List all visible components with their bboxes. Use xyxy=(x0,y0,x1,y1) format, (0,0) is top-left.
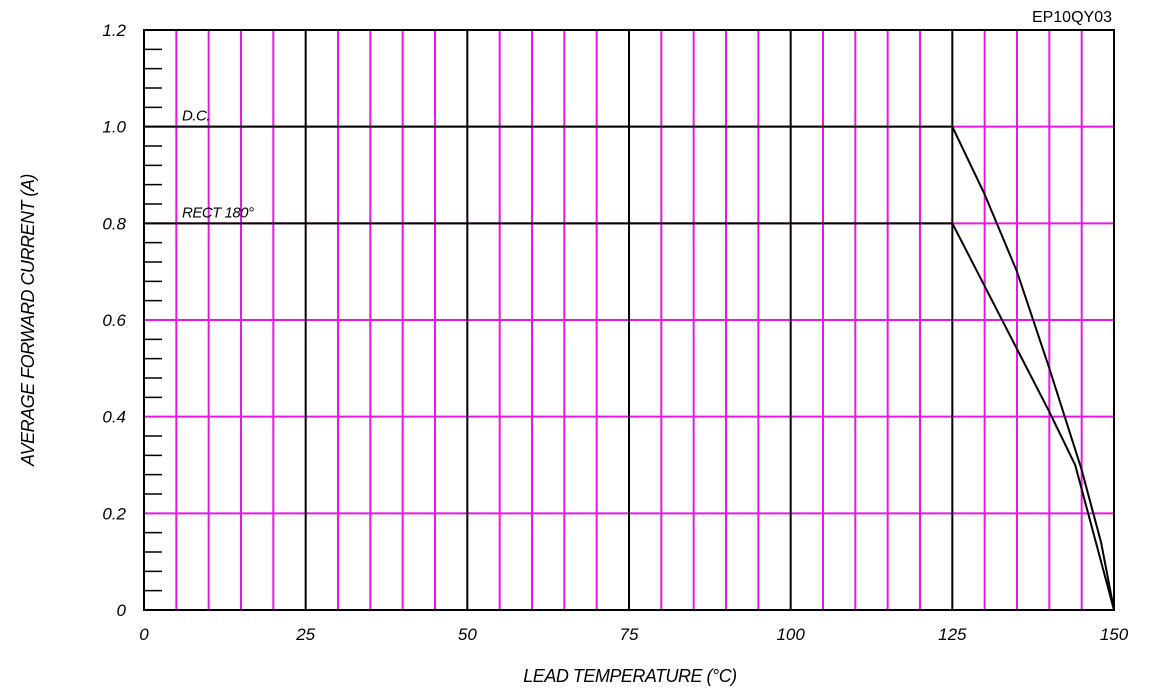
x-tick-label: 75 xyxy=(620,625,639,644)
y-tick-label: 0 xyxy=(117,601,127,620)
series-line-0 xyxy=(144,125,1115,611)
y-tick-label: 0.6 xyxy=(102,311,126,330)
x-tick-labels: 0 25 50 75 100 125 150 xyxy=(139,625,1128,644)
y-tick-labels: 0 0.2 0.4 0.6 0.8 1.0 1.2 xyxy=(102,21,126,620)
x-tick-label: 50 xyxy=(458,625,477,644)
x-tick-label: 0 xyxy=(139,625,149,644)
plot-frame xyxy=(143,29,1115,611)
y-tick-label: 1.0 xyxy=(102,118,126,137)
x-tick-label: 100 xyxy=(776,625,805,644)
y-tick-label: 0.4 xyxy=(102,408,126,427)
y-tick-label: 0.2 xyxy=(102,504,126,523)
x-tick-label: 150 xyxy=(1100,625,1129,644)
x-tick-label: 125 xyxy=(938,625,967,644)
minor-ticks xyxy=(144,48,162,592)
y-axis-title: AVERAGE FORWARD CURRENT (A) xyxy=(18,174,38,467)
y-tick-label: 1.2 xyxy=(102,21,126,40)
series-label-0: D.C. xyxy=(182,108,210,125)
series-line-1 xyxy=(144,222,1115,611)
series-labels: D.C. RECT 180° xyxy=(182,108,255,222)
series-lines xyxy=(144,125,1115,611)
part-number-label: EP10QY03 xyxy=(1032,9,1112,26)
series-label-1: RECT 180° xyxy=(182,204,254,221)
x-tick-label: 25 xyxy=(295,625,315,644)
y-tick-label: 0.8 xyxy=(102,214,126,233)
x-axis-title: LEAD TEMPERATURE (°C) xyxy=(523,666,736,686)
